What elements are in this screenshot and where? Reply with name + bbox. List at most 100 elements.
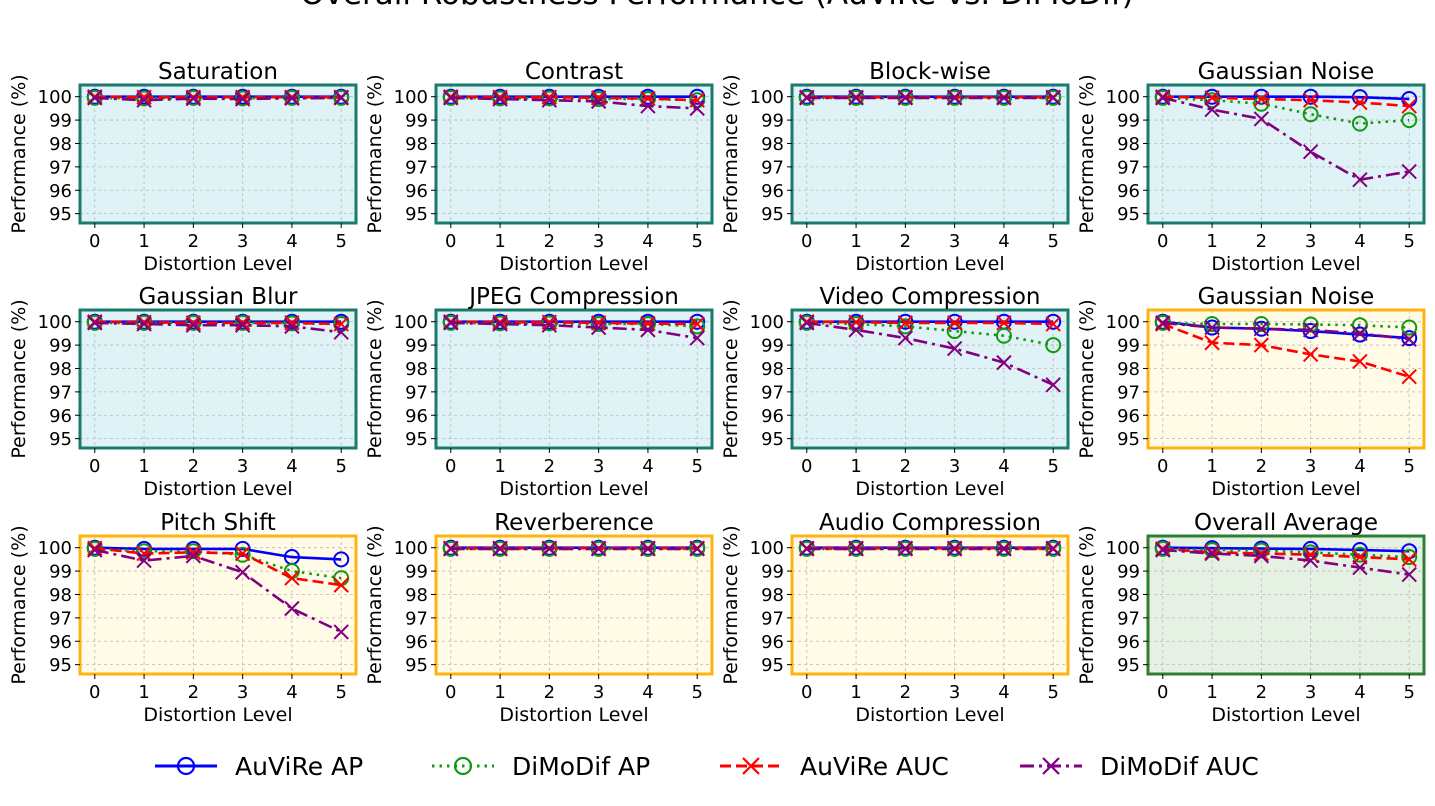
data-point-dimodif-auc bbox=[1401, 163, 1417, 180]
data-point-dimodif-auc bbox=[87, 542, 103, 558]
y-tick-label: 100 bbox=[394, 538, 428, 559]
data-point-dimodif-auc bbox=[284, 90, 300, 107]
panel-border bbox=[434, 534, 714, 676]
y-tick-label: 99 bbox=[1117, 111, 1140, 132]
legend-marker bbox=[176, 756, 196, 776]
data-point-dimodif-ap bbox=[1302, 316, 1319, 333]
x-tick-label: 5 bbox=[691, 682, 702, 703]
y-tick-label: 97 bbox=[761, 157, 784, 178]
data-point-dimodif-auc bbox=[333, 624, 349, 640]
panel-title: JPEG Compression bbox=[467, 284, 679, 310]
panel-border bbox=[78, 83, 358, 225]
y-tick-label: 95 bbox=[1117, 429, 1140, 450]
plot-area bbox=[436, 85, 712, 223]
x-tick-label: 3 bbox=[593, 682, 604, 703]
y-tick-label: 100 bbox=[1106, 87, 1140, 108]
x-tick-label: 4 bbox=[998, 682, 1009, 703]
x-tick-label: 2 bbox=[544, 682, 555, 703]
legend: AuViRe AP DiMoDif AP AuViRe AUC DiMoDif AUC bbox=[155, 752, 1259, 781]
series-dimodif-auc bbox=[1155, 315, 1417, 347]
x-tick-label: 3 bbox=[1305, 231, 1316, 252]
data-point-dimodif-auc bbox=[443, 315, 459, 331]
data-point-dimodif-ap bbox=[689, 540, 706, 557]
y-tick-label: 98 bbox=[761, 134, 784, 155]
data-point-dimodif-ap bbox=[1401, 112, 1418, 129]
data-point-auvire-auc bbox=[1352, 353, 1368, 370]
data-point-auvire-auc bbox=[996, 315, 1012, 331]
x-tick-label: 5 bbox=[335, 682, 346, 703]
data-point-dimodif-auc bbox=[1253, 111, 1270, 127]
x-axis-label: Distortion Level bbox=[499, 478, 648, 500]
legend-item-dimodif-ap: DiMoDif AP bbox=[432, 752, 650, 781]
data-point-dimodif-auc bbox=[1401, 566, 1417, 583]
y-tick-label: 99 bbox=[405, 562, 428, 583]
y-tick-label: 96 bbox=[761, 406, 784, 427]
data-point-dimodif-auc bbox=[136, 552, 152, 569]
data-point-dimodif-ap bbox=[1204, 542, 1221, 559]
data-point-dimodif-ap bbox=[1253, 95, 1270, 112]
y-axis-label: Performance (%) bbox=[364, 299, 386, 458]
data-point-dimodif-ap bbox=[1045, 89, 1062, 106]
series-dimodif-auc bbox=[87, 315, 349, 340]
data-point-dimodif-ap bbox=[1401, 549, 1418, 566]
y-tick-label: 99 bbox=[761, 336, 784, 357]
data-point-dimodif-auc bbox=[996, 354, 1012, 371]
data-point-auvire-auc bbox=[1352, 94, 1368, 111]
data-point-auvire-auc bbox=[1401, 98, 1417, 114]
x-axis-label: Distortion Level bbox=[143, 253, 292, 275]
x-tick-label: 2 bbox=[900, 456, 911, 477]
y-tick-label: 99 bbox=[49, 336, 72, 357]
series-auvire-auc bbox=[1155, 316, 1417, 385]
data-point-dimodif-auc bbox=[1204, 101, 1220, 118]
legend-item-auvire-auc: AuViRe AUC bbox=[720, 752, 949, 781]
series-line-auvire-auc bbox=[806, 320, 1054, 326]
data-point-dimodif-auc bbox=[1155, 90, 1171, 106]
y-tick-label: 97 bbox=[761, 382, 784, 403]
legend-label: AuViRe AP bbox=[235, 752, 363, 781]
plot-area bbox=[792, 85, 1068, 223]
series-dimodif-auc bbox=[443, 541, 705, 557]
y-tick-label: 98 bbox=[405, 585, 428, 606]
data-point-dimodif-auc bbox=[492, 91, 508, 107]
y-tick-label: 99 bbox=[405, 336, 428, 357]
y-tick-label: 99 bbox=[761, 111, 784, 132]
y-tick-label: 100 bbox=[38, 312, 72, 333]
panel-border bbox=[790, 83, 1070, 225]
x-tick-label: 3 bbox=[949, 682, 960, 703]
panel-border bbox=[790, 534, 1070, 676]
data-point-auvire-auc bbox=[333, 577, 349, 593]
x-axis-label: Distortion Level bbox=[499, 704, 648, 726]
data-point-dimodif-auc bbox=[136, 92, 152, 108]
data-point-dimodif-auc bbox=[1204, 319, 1220, 336]
y-axis-label: Performance (%) bbox=[8, 525, 30, 684]
x-tick-label: 2 bbox=[188, 456, 199, 477]
series-line-auvire-auc bbox=[1162, 322, 1410, 378]
series-line-auvire-auc bbox=[1162, 547, 1410, 561]
x-tick-label: 0 bbox=[89, 456, 100, 477]
series-line-auvire-auc bbox=[94, 320, 342, 326]
data-point-dimodif-auc bbox=[541, 317, 558, 333]
y-tick-label: 96 bbox=[405, 632, 428, 653]
y-tick-label: 96 bbox=[49, 406, 72, 427]
x-tick-label: 1 bbox=[850, 456, 861, 477]
data-point-dimodif-auc bbox=[848, 322, 864, 338]
x-axis-label: Distortion Level bbox=[855, 704, 1004, 726]
data-point-auvire-ap bbox=[234, 540, 251, 557]
x-tick-label: 4 bbox=[286, 231, 297, 252]
series-line-dimodif-auc bbox=[1162, 96, 1410, 181]
x-tick-label: 4 bbox=[286, 456, 297, 477]
data-point-dimodif-ap bbox=[1351, 115, 1368, 132]
y-tick-label: 95 bbox=[761, 429, 784, 450]
data-point-dimodif-auc bbox=[541, 541, 558, 557]
x-tick-label: 0 bbox=[801, 682, 812, 703]
data-point-dimodif-auc bbox=[640, 322, 656, 338]
y-axis-label: Performance (%) bbox=[364, 525, 386, 684]
data-point-dimodif-auc bbox=[1302, 552, 1319, 569]
data-point-dimodif-auc bbox=[492, 541, 508, 557]
series-dimodif-auc bbox=[1155, 90, 1417, 188]
data-point-dimodif-auc bbox=[946, 340, 963, 357]
y-tick-label: 95 bbox=[1117, 204, 1140, 225]
x-tick-label: 1 bbox=[850, 231, 861, 252]
